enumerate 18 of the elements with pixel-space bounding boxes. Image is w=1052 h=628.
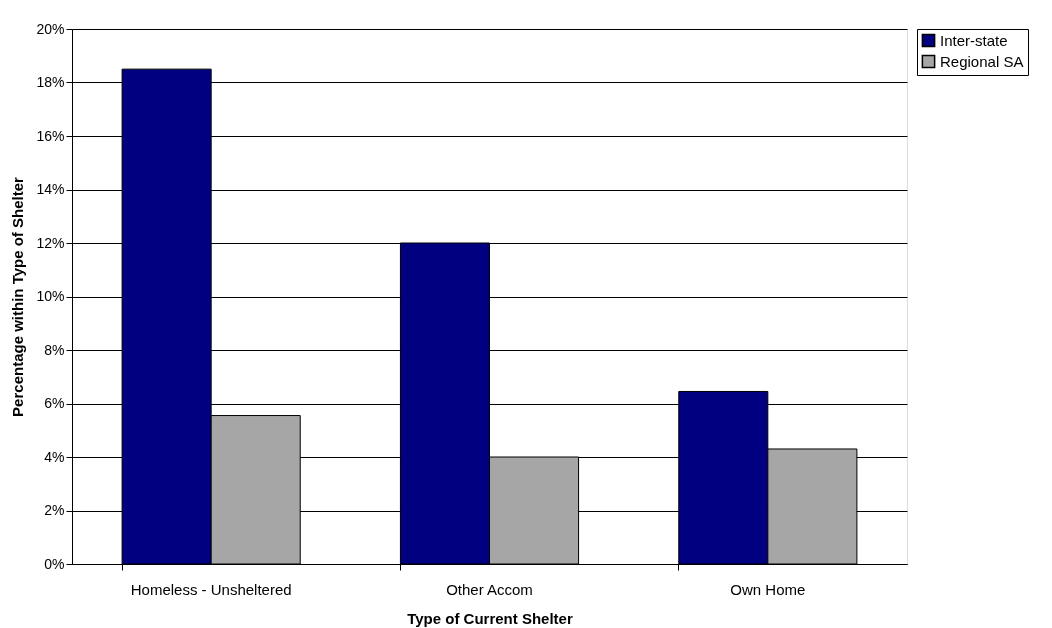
x-tick-label: Homeless - Unsheltered bbox=[130, 580, 292, 598]
y-tick-label: 20% bbox=[36, 20, 65, 37]
y-axis-title: Percentage within Type of Shelter bbox=[9, 176, 27, 417]
y-tick-label: 10% bbox=[36, 288, 65, 304]
y-tick-label: 0% bbox=[44, 555, 65, 572]
y-tick-label: 18% bbox=[36, 74, 65, 90]
x-tick-label: Other Accom bbox=[446, 580, 533, 598]
y-tick-label: 8% bbox=[44, 341, 65, 358]
y-tick-label: 4% bbox=[44, 448, 65, 465]
x-axis-title: Type of Current Shelter bbox=[407, 609, 573, 627]
x-tick-label: Own Home bbox=[730, 580, 806, 598]
y-tick-label: 12% bbox=[36, 234, 65, 251]
y-tick-label: 6% bbox=[44, 395, 65, 411]
legend-label: Regional SA bbox=[940, 52, 1024, 70]
legend-label: Inter-state bbox=[940, 31, 1008, 49]
y-tick-label: 2% bbox=[44, 502, 65, 518]
y-tick-label: 14% bbox=[36, 181, 65, 197]
y-tick-label: 16% bbox=[36, 127, 65, 144]
